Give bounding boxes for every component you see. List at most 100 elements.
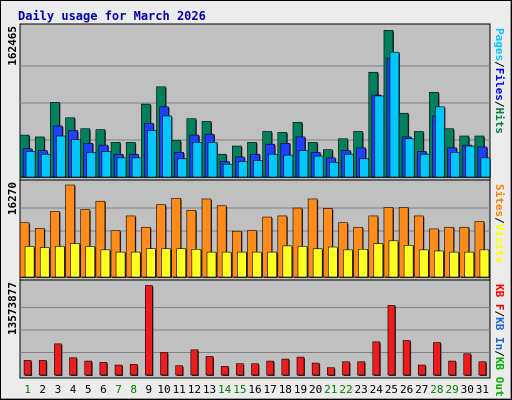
bar-visits [237, 251, 247, 278]
day-label: 23 [355, 383, 368, 396]
bar-sites [95, 200, 106, 278]
bar-pages [162, 115, 172, 178]
legend-part: Files [493, 68, 506, 101]
day-label: 16 [248, 383, 261, 396]
bar-pages [147, 130, 157, 178]
day-label: 26 [400, 383, 413, 396]
day-label: 11 [173, 383, 186, 396]
bar-visits [70, 243, 80, 278]
bar-pages [465, 145, 476, 178]
day-label: 19 [294, 383, 307, 396]
series-legend: KB F/KB In/KB Out [493, 284, 506, 397]
day-label: 22 [339, 383, 352, 396]
panel-visits_sites: 16270 Sites/Visits [6, 179, 506, 281]
bar-kb-f [38, 360, 47, 376]
legend-part: Sites [493, 184, 506, 217]
chart-title: Daily usage for March 2026 [18, 9, 206, 23]
day-label: 20 [309, 383, 322, 396]
bar-pages [344, 153, 354, 178]
bar-pages [131, 157, 142, 178]
bar-pages [268, 153, 278, 178]
bar-pages [192, 142, 203, 178]
series-legend: Sites/Visits [493, 184, 506, 264]
bar-pages [359, 158, 369, 178]
day-label: 7 [115, 383, 122, 396]
legend-part: / [493, 61, 506, 68]
bar-visits [388, 240, 399, 278]
bar-visits [373, 243, 384, 278]
day-label: 31 [476, 383, 489, 396]
bar-visits [24, 246, 35, 278]
day-label: 24 [370, 383, 384, 396]
bar-kb-f [387, 305, 396, 376]
bar-kb-f [84, 360, 93, 376]
day-label: 27 [415, 383, 428, 396]
bar-pages [101, 151, 112, 178]
bar-kb-f [281, 358, 290, 376]
bar-kb-f [23, 360, 32, 376]
day-label: 8 [130, 383, 137, 396]
bar-kb-f [145, 285, 153, 376]
bar-pages [313, 155, 324, 178]
bar-visits [479, 249, 490, 278]
bar-kb-f [342, 361, 350, 376]
legend-part: / [493, 101, 506, 108]
chart-bevel-bottom [1, 398, 511, 399]
bar-sites [307, 198, 318, 278]
bar-pages [435, 106, 445, 178]
bar-kb-f [220, 366, 229, 376]
day-label: 30 [461, 383, 474, 396]
day-label: 12 [188, 383, 201, 396]
day-label: 28 [430, 383, 443, 396]
bar-visits [191, 248, 202, 278]
bar-visits [282, 245, 293, 278]
bar-visits [312, 248, 323, 278]
bar-sites [201, 198, 212, 278]
bar-pages [374, 95, 385, 178]
bar-kb-f [478, 361, 487, 376]
bar-kb-f [372, 341, 381, 376]
bar-visits [85, 246, 96, 278]
bar-pages [329, 162, 339, 178]
bar-kb-f [311, 362, 320, 376]
day-label: 6 [100, 383, 107, 396]
bar-pages [253, 160, 263, 178]
bar-pages [238, 161, 248, 178]
legend-part: Pages [493, 28, 506, 61]
day-label: 14 [218, 383, 232, 396]
day-label: 4 [70, 383, 77, 396]
legend-part: KB F [493, 284, 506, 311]
bar-visits [55, 246, 65, 278]
bar-kb-f [175, 365, 183, 376]
bar-visits [252, 251, 262, 278]
day-label: 21 [324, 383, 337, 396]
bar-sites [65, 184, 75, 278]
bar-visits [39, 247, 50, 278]
bar-kb-f [114, 364, 123, 376]
day-label: 29 [445, 383, 458, 396]
bar-pages [222, 163, 233, 178]
bar-sites [474, 221, 485, 278]
bar-visits [328, 246, 338, 278]
ymax-label: 162465 [6, 26, 19, 66]
bar-visits [434, 250, 444, 278]
bar-sites [171, 198, 181, 278]
bar-kb-f [160, 352, 168, 376]
bar-pages [283, 154, 294, 178]
bar-pages [56, 135, 66, 178]
bar-visits [130, 251, 141, 278]
bar-sites [323, 208, 333, 278]
bar-visits [418, 249, 429, 278]
bar-visits [464, 251, 475, 278]
day-label: 3 [55, 383, 62, 396]
day-label: 9 [146, 383, 153, 396]
bar-kb-f [433, 342, 441, 376]
day-label: 15 [233, 383, 246, 396]
bar-pages [40, 153, 51, 178]
bar-pages [389, 51, 400, 178]
day-label: 25 [385, 383, 398, 396]
bar-kb-f [357, 361, 365, 376]
bar-pages [86, 152, 97, 178]
